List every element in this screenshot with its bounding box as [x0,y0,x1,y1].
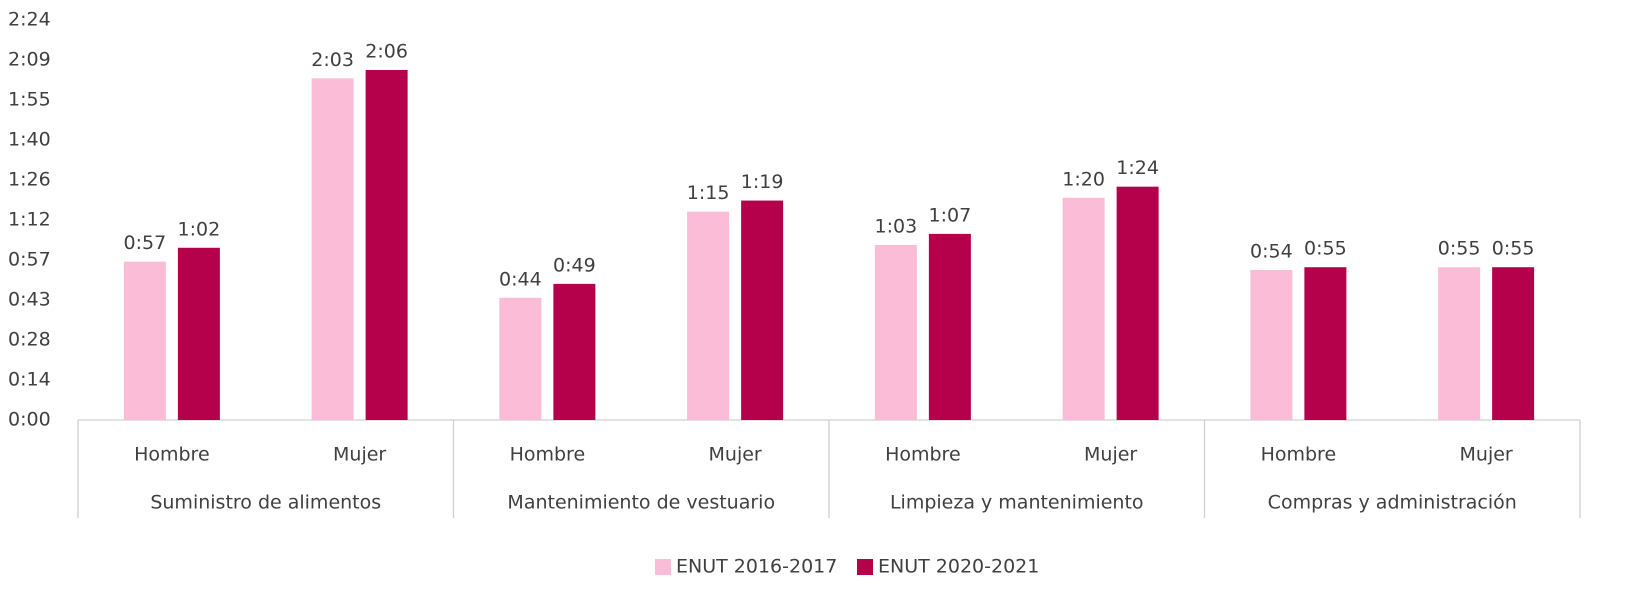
x-tick-label: Hombre [885,444,961,466]
data-label: 0:55 [1304,238,1347,260]
bar [741,200,784,420]
bar [1438,267,1481,420]
x-tick-label: Mujer [709,444,762,466]
bar [1492,267,1535,420]
legend-label: ENUT 2016-2017 [676,556,837,578]
y-tick-label: 1:40 [8,129,51,151]
bar [499,297,542,420]
legend-swatch [655,559,671,575]
bar [123,261,166,420]
bar [1116,186,1159,420]
data-label: 1:07 [929,204,972,226]
y-tick-label: 0:57 [8,249,51,271]
bar [1250,270,1293,420]
data-label: 1:03 [875,216,918,238]
y-tick-label: 0:14 [8,369,51,391]
group-label: Compras y administración [1268,492,1517,514]
y-tick-label: 1:26 [8,169,51,191]
data-label: 1:20 [1062,168,1105,190]
group-label: Suministro de alimentos [150,492,381,514]
data-label: 0:55 [1438,238,1481,260]
bar [928,233,971,420]
data-label: 1:02 [178,218,221,240]
bar [1304,267,1347,420]
x-tick-label: Hombre [1261,444,1337,466]
bar [687,211,730,420]
y-tick-label: 0:00 [8,409,51,431]
x-tick-label: Hombre [510,444,586,466]
data-label: 1:19 [741,171,784,193]
data-label: 0:54 [1250,241,1293,263]
y-tick-label: 2:24 [8,9,51,31]
bar [311,78,354,420]
data-label: 0:57 [124,232,167,254]
x-tick-label: Mujer [1084,444,1137,466]
data-label: 1:24 [1116,157,1159,179]
x-tick-label: Mujer [333,444,386,466]
y-tick-label: 1:12 [8,209,51,231]
y-tick-label: 1:55 [8,89,51,111]
group-label: Limpieza y mantenimiento [890,492,1144,514]
data-label: 0:55 [1492,238,1535,260]
data-label: 0:44 [499,268,542,290]
bar [553,283,596,420]
bar [177,247,220,420]
legend-label: ENUT 2020-2021 [878,556,1039,578]
data-label: 2:03 [311,49,354,71]
x-tick-label: Mujer [1460,444,1513,466]
bar [365,70,408,420]
data-label: 0:49 [553,254,596,276]
bar [1062,197,1105,420]
bar [874,245,917,420]
data-label: 2:06 [365,41,408,63]
x-tick-label: Hombre [134,444,210,466]
y-tick-label: 0:28 [8,329,51,351]
y-tick-label: 2:09 [8,49,51,71]
y-tick-label: 0:43 [8,289,51,311]
group-label: Mantenimiento de vestuario [507,492,775,514]
legend-swatch [857,559,873,575]
data-label: 1:15 [687,182,730,204]
